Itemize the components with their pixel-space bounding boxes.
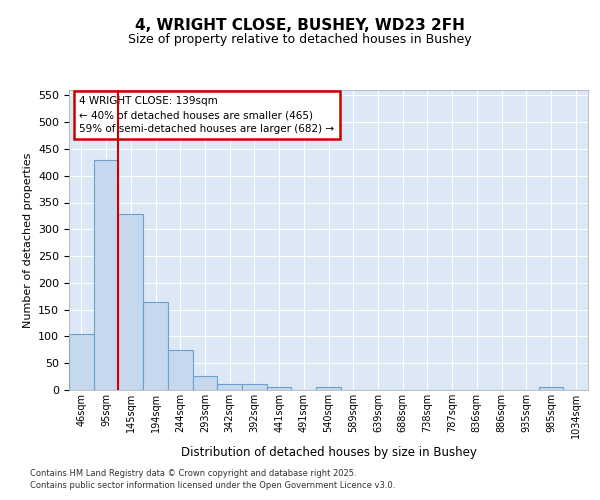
Text: 4, WRIGHT CLOSE, BUSHEY, WD23 2FH: 4, WRIGHT CLOSE, BUSHEY, WD23 2FH bbox=[135, 18, 465, 32]
Bar bbox=[217, 384, 242, 390]
Y-axis label: Number of detached properties: Number of detached properties bbox=[23, 152, 32, 328]
Bar bbox=[69, 334, 94, 390]
Text: Contains HM Land Registry data © Crown copyright and database right 2025.: Contains HM Land Registry data © Crown c… bbox=[30, 468, 356, 477]
Bar bbox=[168, 350, 193, 390]
Bar bbox=[193, 376, 217, 390]
Bar bbox=[539, 388, 563, 390]
Bar bbox=[242, 384, 267, 390]
Bar bbox=[94, 160, 118, 390]
Text: 4 WRIGHT CLOSE: 139sqm
← 40% of detached houses are smaller (465)
59% of semi-de: 4 WRIGHT CLOSE: 139sqm ← 40% of detached… bbox=[79, 96, 335, 134]
Text: Size of property relative to detached houses in Bushey: Size of property relative to detached ho… bbox=[128, 32, 472, 46]
Bar bbox=[118, 214, 143, 390]
Text: Contains public sector information licensed under the Open Government Licence v3: Contains public sector information licen… bbox=[30, 481, 395, 490]
Bar bbox=[316, 388, 341, 390]
Bar bbox=[267, 388, 292, 390]
X-axis label: Distribution of detached houses by size in Bushey: Distribution of detached houses by size … bbox=[181, 446, 476, 460]
Bar bbox=[143, 302, 168, 390]
